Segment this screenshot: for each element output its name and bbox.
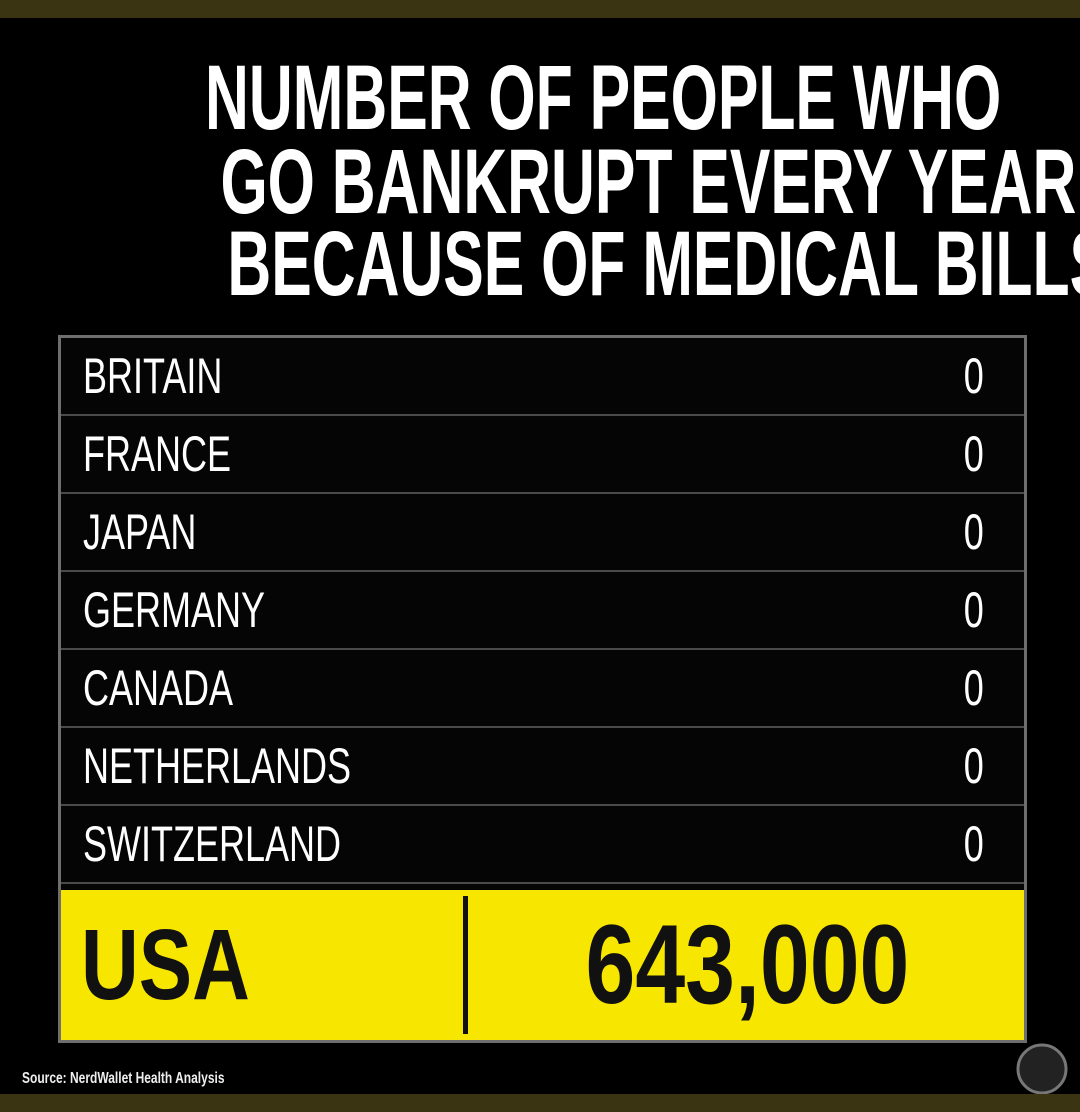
highlight-value-cell: 643,000	[471, 890, 1024, 1040]
logo-badge	[1016, 1043, 1068, 1095]
country: BRITAIN	[83, 348, 223, 404]
table-row: SWITZERLAND 0	[61, 806, 1024, 884]
title-text: BECAUSE OF MEDICAL BILLS	[227, 213, 1080, 315]
table-row: FRANCE 0	[61, 416, 1024, 494]
bottom-band	[0, 1094, 1080, 1112]
title-text: NUMBER OF PEOPLE WHO	[205, 47, 1002, 149]
title-line: NUMBER OF PEOPLE WHO	[0, 52, 1080, 144]
count: 0	[963, 426, 984, 482]
count: 0	[963, 582, 984, 638]
count: 0	[963, 348, 984, 404]
divider	[463, 896, 468, 1034]
highlight-label: USA	[81, 909, 250, 1021]
count: 0	[963, 738, 984, 794]
top-band	[0, 0, 1080, 18]
country: CANADA	[83, 660, 234, 716]
title-text: GO BANKRUPT EVERY YEAR	[220, 131, 1077, 233]
count: 0	[963, 816, 984, 872]
highlight-row: USA 643,000	[61, 890, 1024, 1040]
country: SWITZERLAND	[83, 816, 342, 872]
country: GERMANY	[83, 582, 266, 638]
country: JAPAN	[83, 504, 197, 560]
table-row: NETHERLANDS 0	[61, 728, 1024, 806]
country: NETHERLANDS	[83, 738, 352, 794]
table: USA 643,000 BRITAIN 0 FRANCE 0 JAPAN 0 GERMANY…	[58, 335, 1027, 1043]
title-line: BECAUSE OF MEDICAL BILLS	[0, 218, 1080, 310]
highlight-value: 643,000	[585, 902, 910, 1027]
table-row: GERMANY 0	[61, 572, 1024, 650]
table-row: BRITAIN 0	[61, 338, 1024, 416]
title-line: GO BANKRUPT EVERY YEAR	[0, 136, 1080, 228]
table-row: JAPAN 0	[61, 494, 1024, 572]
count: 0	[963, 504, 984, 560]
count: 0	[963, 660, 984, 716]
logo	[1016, 1043, 1068, 1095]
country: FRANCE	[83, 426, 232, 482]
table-row: CANADA 0	[61, 650, 1024, 728]
source: Source: NerdWallet Health Analysis	[22, 1070, 225, 1087]
